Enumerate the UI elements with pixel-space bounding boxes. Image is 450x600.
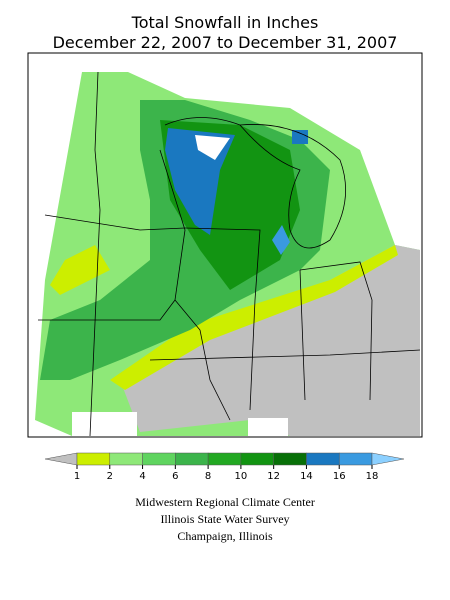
state-line xyxy=(89,71,101,437)
state-line xyxy=(299,261,373,401)
snow-region xyxy=(195,135,230,160)
title-line: Total Snowfall in Inches xyxy=(131,13,319,32)
legend-tick-label: 8 xyxy=(205,471,211,482)
legend-swatch xyxy=(306,452,340,466)
legend-swatch xyxy=(273,452,307,466)
map xyxy=(27,52,423,438)
legend-tick-label: 16 xyxy=(333,471,346,482)
legend-tick-label: 10 xyxy=(235,471,248,482)
credit-line: Illinois State Water Survey xyxy=(160,512,289,526)
snow-region xyxy=(50,245,110,295)
title-line: December 22, 2007 to December 31, 2007 xyxy=(53,33,398,52)
lake-shore xyxy=(164,117,346,249)
legend-swatch xyxy=(338,452,373,466)
legend-swatch xyxy=(240,452,274,466)
legend-tick-label: 2 xyxy=(107,471,113,482)
credit-line: Champaign, Illinois xyxy=(177,529,273,543)
legend: 1 2 4 6 8 10 12 14 16 18 xyxy=(44,452,405,482)
legend-swatch xyxy=(142,452,176,466)
legend-tick-label: 14 xyxy=(300,471,313,482)
legend-swatch xyxy=(175,452,209,466)
legend-swatch xyxy=(76,452,111,466)
legend-swatch xyxy=(207,452,242,466)
legend-tick-label: 4 xyxy=(139,471,145,482)
legend-arrow xyxy=(371,452,405,466)
state-line xyxy=(44,214,186,231)
legend-swatch xyxy=(109,452,143,466)
state-line xyxy=(38,299,176,321)
state-line xyxy=(184,227,261,411)
snow-region xyxy=(272,225,290,255)
credit-line: Midwestern Regional Climate Center xyxy=(135,495,315,509)
state-line xyxy=(149,349,421,361)
legend-tick-label: 1 xyxy=(74,471,80,482)
legend-tick-label: 6 xyxy=(172,471,178,482)
state-line xyxy=(299,269,306,401)
snow-region xyxy=(292,130,308,144)
legend-arrow xyxy=(44,452,78,466)
snow-region xyxy=(120,245,420,436)
snow-region xyxy=(248,418,288,436)
legend-tick-label: 18 xyxy=(366,471,379,482)
legend-tick-label: 12 xyxy=(267,471,280,482)
snow-region xyxy=(72,412,137,436)
state-line xyxy=(159,149,231,421)
